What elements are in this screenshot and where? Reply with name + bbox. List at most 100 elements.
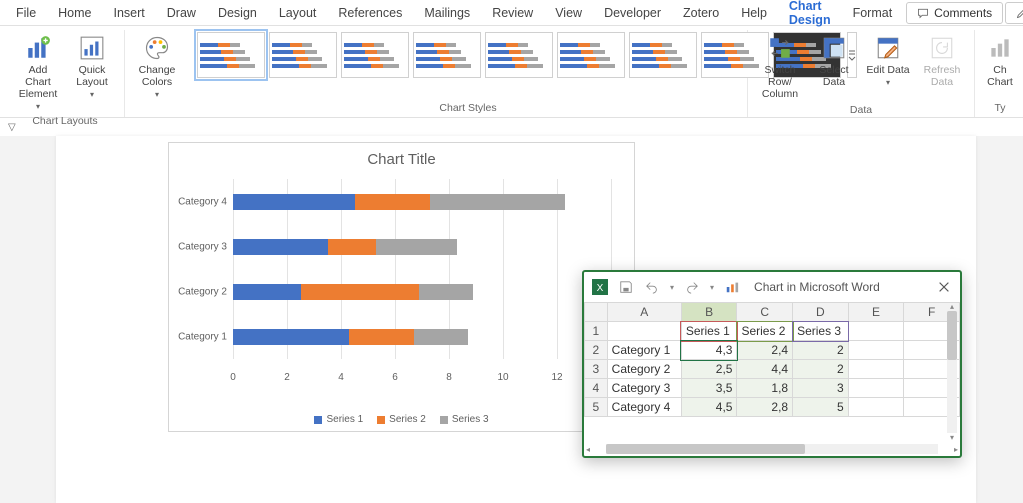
chevron-down-icon: ▾	[36, 102, 40, 111]
y-axis-label: Category 2	[169, 286, 227, 297]
ribbon-group-chart-layouts: Add Chart Element ▾ Quick Layout ▾ Chart…	[6, 30, 125, 117]
bar-segment	[233, 329, 349, 345]
select-data-button[interactable]: Select Data	[810, 32, 858, 90]
ribbon-collapse-toggle[interactable]: ▽	[8, 122, 16, 133]
excel-app-icon: X	[592, 279, 608, 295]
ribbon-group-label: Chart Styles	[439, 100, 496, 117]
chart-style-thumb-1[interactable]	[197, 32, 265, 78]
bar-segment	[328, 239, 377, 255]
chart-style-thumb-5[interactable]	[485, 32, 553, 78]
bar-category-4[interactable]	[233, 194, 565, 210]
menu-design[interactable]: Design	[208, 2, 267, 24]
menu-home[interactable]: Home	[48, 2, 101, 24]
ribbon-group-label: Chart Layouts	[32, 113, 97, 130]
y-axis-label: Category 3	[169, 241, 227, 252]
palette-icon	[142, 34, 172, 62]
ribbon-group-label: Ty	[994, 100, 1005, 117]
excel-horizontal-scrollbar[interactable]: ◂ ▸	[584, 442, 960, 456]
chart-style-thumb-4[interactable]	[413, 32, 481, 78]
ribbon-group-data: Switch Row/ Column Select Data Edit Data…	[748, 30, 975, 117]
svg-text:X: X	[597, 283, 604, 294]
refresh-data-label: Refresh Data	[920, 64, 964, 88]
excel-data-window[interactable]: X ▾ ▾ Chart in Microsoft Word ABCDEF1	[582, 270, 962, 458]
select-data-icon	[819, 34, 849, 62]
chart-style-thumb-6[interactable]	[557, 32, 625, 78]
bar-segment	[376, 239, 457, 255]
menu-file[interactable]: File	[6, 2, 46, 24]
legend-item[interactable]: Series 1	[314, 414, 363, 425]
comments-button[interactable]: Comments	[906, 2, 1003, 24]
change-chart-type-button[interactable]: Ch Chart	[983, 32, 1017, 90]
legend-item[interactable]: Series 2	[377, 414, 426, 425]
excel-titlebar: X ▾ ▾ Chart in Microsoft Word	[584, 272, 960, 302]
chart-style-thumb-7[interactable]	[629, 32, 697, 78]
menu-references[interactable]: References	[328, 2, 412, 24]
menu-help[interactable]: Help	[731, 2, 777, 24]
chevron-down-icon: ▾	[886, 78, 890, 87]
chart-object[interactable]: Chart Title 02468101214Category 4Categor…	[168, 142, 635, 432]
bar-category-1[interactable]	[233, 329, 468, 345]
menu-mailings[interactable]: Mailings	[414, 2, 480, 24]
redo-icon[interactable]	[684, 279, 700, 295]
add-chart-element-icon	[23, 34, 53, 62]
menu-layout[interactable]: Layout	[269, 2, 327, 24]
menu-view[interactable]: View	[545, 2, 592, 24]
menu-insert[interactable]: Insert	[104, 2, 155, 24]
ribbon-group-chart-styles: Chart Styles	[189, 30, 748, 117]
refresh-icon	[927, 34, 957, 62]
bar-segment	[233, 284, 301, 300]
bar-category-2[interactable]	[233, 284, 473, 300]
switch-row-column-label: Switch Row/ Column	[758, 64, 802, 100]
menu-zotero[interactable]: Zotero	[673, 2, 729, 24]
change-chart-type-icon	[985, 34, 1015, 62]
bar-segment	[233, 194, 355, 210]
x-axis-tick: 12	[551, 372, 562, 383]
undo-icon[interactable]	[644, 279, 660, 295]
edit-data-button[interactable]: Edit Data ▾	[864, 32, 912, 89]
change-colors-button[interactable]: Change Colors ▾	[133, 32, 181, 101]
bar-category-3[interactable]	[233, 239, 457, 255]
excel-window-title: Chart in Microsoft Word	[754, 280, 880, 294]
x-axis-tick: 8	[446, 372, 452, 383]
close-icon[interactable]	[936, 279, 952, 295]
chart-title[interactable]: Chart Title	[169, 143, 634, 172]
menu-chart-design[interactable]: Chart Design	[779, 0, 841, 31]
menu-review[interactable]: Review	[482, 2, 543, 24]
switch-row-column-icon	[765, 34, 795, 62]
select-data-label: Select Data	[812, 64, 856, 88]
menu-draw[interactable]: Draw	[157, 2, 206, 24]
save-icon[interactable]	[618, 279, 634, 295]
menu-bar: FileHomeInsertDrawDesignLayoutReferences…	[0, 0, 1023, 26]
excel-vertical-scrollbar[interactable]: ▴ ▾	[946, 302, 958, 442]
y-axis-label: Category 4	[169, 196, 227, 207]
ribbon-group-colors: Change Colors ▾	[125, 30, 189, 117]
legend-item[interactable]: Series 3	[440, 414, 489, 425]
add-chart-element-button[interactable]: Add Chart Element ▾	[14, 32, 62, 113]
bar-segment	[301, 284, 420, 300]
chart-style-thumb-2[interactable]	[269, 32, 337, 78]
edit-data-label: Edit Data	[866, 64, 909, 76]
chart-styles-gallery	[197, 32, 841, 78]
add-chart-element-label: Add Chart Element	[16, 64, 60, 100]
quick-layout-button[interactable]: Quick Layout ▾	[68, 32, 116, 101]
excel-grid[interactable]: ABCDEF1Series 1Series 2Series 32Category…	[584, 302, 960, 442]
refresh-data-button[interactable]: Refresh Data	[918, 32, 966, 90]
chevron-down-icon[interactable]: ▾	[710, 283, 714, 292]
menu-developer[interactable]: Developer	[594, 2, 671, 24]
x-axis-tick: 0	[230, 372, 236, 383]
chart-style-thumb-3[interactable]	[341, 32, 409, 78]
chevron-down-icon: ▾	[90, 90, 94, 99]
edit-data-icon	[873, 34, 903, 62]
switch-row-column-button[interactable]: Switch Row/ Column	[756, 32, 804, 102]
document-area: Chart Title 02468101214Category 4Categor…	[0, 136, 1023, 503]
change-colors-label: Change Colors	[135, 64, 179, 88]
menu-format[interactable]: Format	[843, 2, 903, 24]
chart-plot-area[interactable]: 02468101214Category 4Category 3Category …	[233, 179, 611, 383]
editing-mode-button[interactable]: Editing▾	[1005, 2, 1023, 24]
bar-segment	[349, 329, 414, 345]
quick-layout-icon	[77, 34, 107, 62]
ribbon-group-label: Data	[850, 102, 872, 119]
chevron-down-icon[interactable]: ▾	[670, 283, 674, 292]
x-axis-tick: 6	[392, 372, 398, 383]
chart-legend[interactable]: Series 1 Series 2 Series 3	[169, 414, 634, 425]
